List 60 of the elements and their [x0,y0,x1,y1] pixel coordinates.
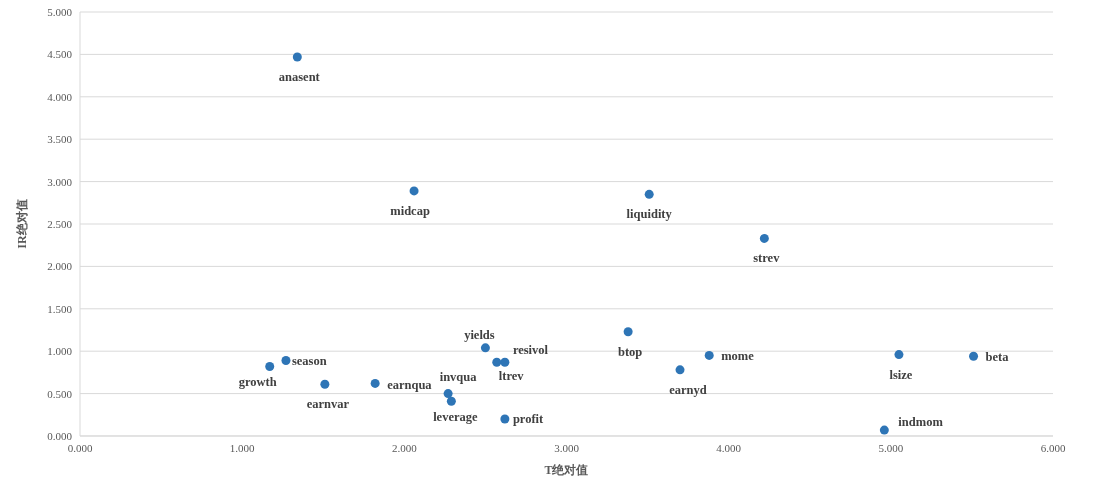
x-tick-label: 5.000 [878,441,904,454]
annotation: mome [721,349,755,364]
annotation: midcap [390,203,430,218]
point [443,389,453,399]
x-tick-label: 0.000 [67,441,93,454]
annotation: strev [753,251,781,266]
point [704,350,714,360]
annotation: profit [512,412,545,427]
x-tick-label: 6.000 [1040,441,1066,454]
annotation: invqua [439,369,478,384]
x-tick-label: 4.000 [716,441,742,454]
annotation: btop [617,344,643,359]
point [409,186,419,196]
x-tick-label: 1.000 [229,441,256,454]
point [281,356,291,366]
x-tick-label: 2.000 [391,441,418,454]
point [500,414,510,424]
annotation: liquidity [626,207,673,222]
x-axis-title: T绝对值 [544,463,589,477]
annotation: earnqua [387,378,433,393]
y-tick-label: 4.500 [47,48,73,61]
annotation: earnyd [669,382,707,397]
point [644,189,654,199]
annotation: ltrev [498,369,525,384]
point [623,327,633,337]
point [320,379,330,389]
point [969,351,979,361]
point [500,357,510,367]
point [675,365,685,375]
point [879,425,889,435]
annotation: lsize [889,367,913,382]
annotation: resivol [512,343,549,358]
annotation: earnvar [306,397,350,412]
y-tick-label: 1.000 [47,345,73,358]
y-tick-label: 0.500 [47,387,73,400]
annotation: growth [238,375,277,390]
annotation: yields [464,327,495,342]
annotation: anasent [278,69,321,84]
annotation: leverage [433,410,479,425]
y-tick-label: 3.500 [47,133,73,146]
point [292,52,302,62]
y-tick-label: 2.000 [47,260,73,273]
annotation: indmom [898,415,944,430]
point [480,343,490,353]
y-tick-label: 1.500 [47,302,73,315]
point [492,357,502,367]
y-tick-label: 2.500 [47,217,73,230]
y-tick-label: 0.000 [47,429,73,442]
y-tick-label: 5.000 [47,5,73,18]
x-tick-label: 3.000 [554,441,580,454]
point [759,233,769,243]
annotation: beta [985,350,1010,365]
point [894,350,904,360]
point [265,361,275,371]
point [446,396,456,406]
y-tick-label: 3.000 [47,175,73,188]
y-axis-title: IR绝对值 [15,199,30,249]
point [370,378,380,388]
y-tick-label: 4.000 [47,90,73,103]
annotation: season [291,353,327,368]
